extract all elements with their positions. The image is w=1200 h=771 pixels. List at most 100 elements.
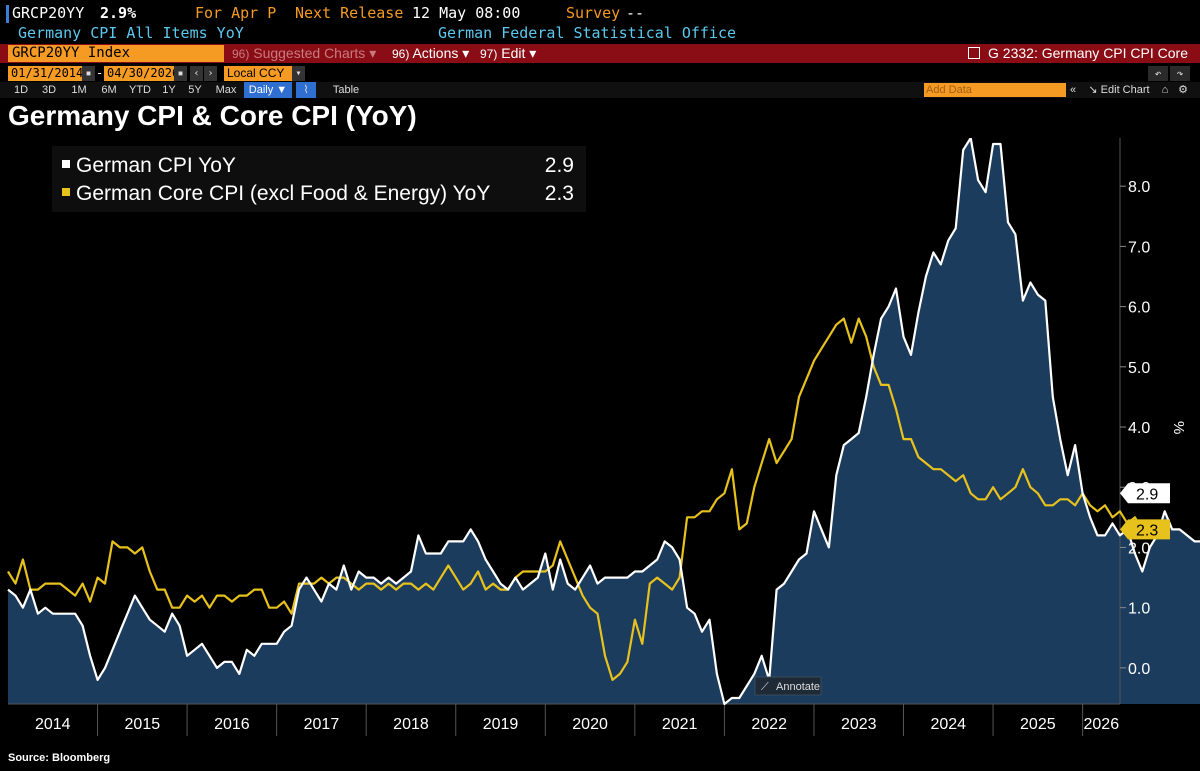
- legend-box: [52, 146, 586, 212]
- range-1m[interactable]: 1M: [71, 84, 87, 96]
- x-tick-label: 2024: [930, 716, 966, 733]
- x-tick-label: 2018: [393, 716, 429, 733]
- start-date-input[interactable]: 01/31/2014: [8, 66, 83, 81]
- x-tick-label: 2014: [35, 716, 71, 733]
- x-tick-label: 2020: [572, 716, 608, 733]
- settings-icon[interactable]: ⚙: [1178, 84, 1188, 96]
- ticker-label[interactable]: GRCP20YY: [12, 4, 85, 22]
- prev-arrow-icon[interactable]: ‹: [190, 66, 203, 81]
- x-tick-label: 2017: [304, 716, 340, 733]
- y-tick-label: 0.0: [1128, 661, 1150, 678]
- range-ytd[interactable]: YTD: [129, 84, 151, 96]
- table-button[interactable]: Table: [332, 84, 360, 96]
- chart-reference[interactable]: G 2332: Germany CPI CPI Core: [968, 44, 1188, 63]
- core-cpi-line: [7, 317, 1144, 681]
- range-1y[interactable]: 1Y: [162, 84, 176, 96]
- legend-swatch: [62, 160, 70, 168]
- x-tick-label: 2026: [1084, 716, 1120, 733]
- suggested-charts-menu[interactable]: 96) Suggested Charts ▾: [232, 45, 377, 61]
- calendar-icon[interactable]: ▪: [174, 66, 187, 81]
- y-tick-label: 7.0: [1128, 239, 1150, 256]
- chart-type-icon[interactable]: ⌇: [296, 82, 316, 98]
- chart-area: 0.01.02.03.04.05.06.07.08.0%201420152016…: [0, 138, 1200, 750]
- more-icon[interactable]: ⌂: [1161, 84, 1169, 96]
- collapse-icon[interactable]: «: [1069, 84, 1077, 96]
- pencil-icon: ⟋: [761, 680, 769, 693]
- edit-menu[interactable]: 97) Edit ▾: [480, 45, 537, 61]
- focus-indicator: [6, 5, 9, 23]
- x-tick-label: 2025: [1020, 716, 1056, 733]
- x-tick-label: 2021: [662, 716, 698, 733]
- menu-number: 96): [232, 47, 250, 61]
- cpi-last-tag: [1120, 483, 1170, 504]
- cpi-line: [7, 138, 1200, 706]
- survey-value: --: [626, 4, 645, 22]
- quote-header: GRCP20YY 2.9% For Apr P Next Release 12 …: [0, 4, 1200, 24]
- currency-select[interactable]: Local CCY: [224, 66, 292, 81]
- y-axis-label: %: [1170, 421, 1187, 434]
- source-org: German Federal Statistical Office: [438, 24, 737, 42]
- y-tick-label: 2.0: [1128, 540, 1150, 557]
- annotate-button: [754, 676, 822, 696]
- undo-icon[interactable]: ↶: [1148, 66, 1168, 81]
- edit-chart-label: Edit Chart: [1100, 84, 1150, 96]
- legend-series-value: 2.9: [545, 154, 574, 177]
- y-tick-label: 1.0: [1128, 601, 1150, 618]
- calendar-icon[interactable]: ▪: [82, 66, 95, 81]
- security-field[interactable]: GRCP20YY Index: [8, 45, 224, 62]
- legend-series-value: 2.3: [545, 182, 574, 205]
- menu-label: Suggested Charts: [253, 45, 366, 61]
- toolbar: GRCP20YY Index 96) Suggested Charts ▾ 96…: [0, 44, 1200, 63]
- x-tick-label: 2019: [483, 716, 519, 733]
- for-period: For Apr P: [195, 4, 277, 22]
- series-description: Germany CPI All Items YoY German Federal…: [0, 24, 1200, 44]
- chart-reference-label: G 2332: Germany CPI CPI Core: [988, 45, 1188, 61]
- end-date-input[interactable]: 04/30/2026: [104, 66, 179, 81]
- range-6m[interactable]: 6M: [101, 84, 117, 96]
- annotate-label: Annotate: [776, 681, 820, 693]
- y-tick-label: 5.0: [1128, 360, 1150, 377]
- next-release-value: 12 May 08:00: [412, 4, 521, 22]
- y-tick-label: 4.0: [1128, 420, 1150, 437]
- next-arrow-icon[interactable]: ›: [204, 66, 217, 81]
- series-name: Germany CPI All Items YoY: [18, 24, 244, 42]
- menu-number: 97): [480, 47, 498, 61]
- range-1d[interactable]: 1D: [13, 84, 29, 96]
- period-select[interactable]: Daily ▼: [244, 82, 292, 98]
- legend-swatch: [62, 188, 70, 196]
- x-tick-label: 2022: [751, 716, 787, 733]
- menu-number: 96): [392, 47, 410, 61]
- menu-label: Actions: [412, 45, 459, 61]
- date-separator: -: [96, 66, 104, 80]
- range-bar: 1D 3D 1M 6M YTD 1Y 5Y Max Daily ▼ ⌇ Tabl…: [0, 82, 1200, 98]
- wrench-icon: ↘: [1088, 84, 1098, 96]
- external-link-icon: [968, 47, 981, 59]
- chart-source: Source: Bloomberg: [8, 752, 111, 764]
- core-cpi-last-tag-label: 2.3: [1136, 522, 1158, 539]
- legend-series-name: German CPI YoY: [76, 154, 236, 177]
- y-tick-label: 8.0: [1128, 179, 1150, 196]
- cpi-area: [8, 138, 1200, 704]
- survey-label: Survey: [566, 4, 621, 22]
- chart-title: Germany CPI & Core CPI (YoY): [8, 100, 417, 131]
- range-3d[interactable]: 3D: [41, 84, 57, 96]
- y-tick-label: 6.0: [1128, 300, 1150, 317]
- legend-series-name: German Core CPI (excl Food & Energy) YoY: [76, 182, 490, 205]
- x-tick-label: 2023: [841, 716, 877, 733]
- menu-label: Edit: [501, 45, 526, 61]
- core-cpi-last-tag: [1120, 519, 1170, 540]
- last-value: 2.9%: [100, 4, 137, 22]
- actions-menu[interactable]: 96) Actions ▾: [392, 45, 470, 61]
- x-tick-label: 2016: [214, 716, 250, 733]
- range-5y[interactable]: 5Y: [188, 84, 202, 96]
- next-release-label: Next Release: [295, 4, 404, 22]
- redo-icon[interactable]: ↷: [1170, 66, 1190, 81]
- date-range-bar: 01/31/2014 ▪ - 04/30/2026 ▪ ‹ › Local CC…: [0, 66, 1200, 82]
- chevron-down-icon[interactable]: ▾: [292, 66, 305, 81]
- period-label: Daily: [248, 84, 274, 96]
- edit-chart-button[interactable]: ↘ Edit Chart: [1082, 82, 1156, 98]
- range-max[interactable]: Max: [215, 84, 237, 96]
- x-tick-label: 2015: [125, 716, 161, 733]
- add-data-input[interactable]: Add Data: [924, 83, 1066, 97]
- cpi-last-tag-label: 2.9: [1136, 486, 1158, 503]
